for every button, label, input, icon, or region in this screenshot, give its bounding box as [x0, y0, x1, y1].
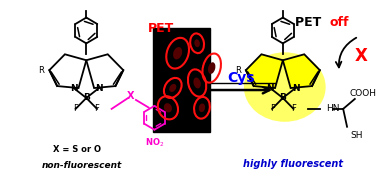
Ellipse shape — [199, 103, 205, 112]
Ellipse shape — [173, 47, 182, 59]
Text: Cys: Cys — [227, 71, 255, 85]
Text: X: X — [126, 91, 134, 101]
Text: NO$_2$: NO$_2$ — [145, 137, 164, 149]
Text: highly fluorescent: highly fluorescent — [243, 159, 342, 169]
Text: F: F — [291, 104, 296, 113]
Text: PET: PET — [295, 16, 326, 29]
Text: F: F — [270, 104, 274, 113]
Text: B: B — [279, 93, 286, 102]
Polygon shape — [86, 54, 123, 88]
FancyArrowPatch shape — [169, 34, 190, 70]
Ellipse shape — [244, 52, 326, 122]
Text: R: R — [235, 66, 241, 75]
Text: F: F — [94, 104, 99, 113]
Text: B: B — [83, 93, 90, 102]
Text: PET: PET — [148, 22, 174, 35]
Polygon shape — [246, 54, 283, 88]
Text: X: X — [354, 47, 367, 65]
Text: off: off — [330, 16, 349, 29]
Polygon shape — [283, 54, 320, 88]
Text: SH: SH — [350, 131, 363, 140]
Text: N: N — [70, 84, 77, 93]
Text: COOH: COOH — [349, 89, 376, 97]
Text: N: N — [266, 84, 274, 93]
Ellipse shape — [194, 39, 200, 47]
Text: non-fluorescent: non-fluorescent — [41, 161, 122, 170]
Text: N: N — [95, 84, 103, 93]
FancyArrowPatch shape — [336, 38, 356, 67]
Ellipse shape — [169, 84, 176, 92]
Polygon shape — [50, 54, 86, 88]
Text: HN: HN — [326, 104, 339, 113]
Text: X = S or O: X = S or O — [53, 145, 101, 154]
Ellipse shape — [164, 103, 172, 112]
Ellipse shape — [208, 62, 215, 74]
Text: R: R — [39, 66, 45, 75]
Text: N: N — [292, 84, 299, 93]
Bar — [153, 28, 210, 132]
Ellipse shape — [194, 78, 201, 88]
Text: F: F — [73, 104, 78, 113]
